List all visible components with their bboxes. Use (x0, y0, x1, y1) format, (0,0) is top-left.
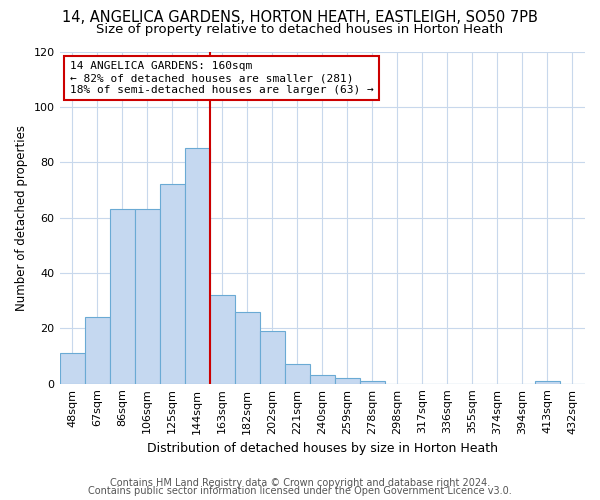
Text: 14 ANGELICA GARDENS: 160sqm
← 82% of detached houses are smaller (281)
18% of se: 14 ANGELICA GARDENS: 160sqm ← 82% of det… (70, 62, 374, 94)
Text: 14, ANGELICA GARDENS, HORTON HEATH, EASTLEIGH, SO50 7PB: 14, ANGELICA GARDENS, HORTON HEATH, EAST… (62, 10, 538, 25)
Bar (134, 210, 160, 384)
Bar (185, 148, 209, 384)
Bar (209, 295, 235, 384)
Bar (360, 381, 385, 384)
Bar (160, 184, 185, 384)
Y-axis label: Number of detached properties: Number of detached properties (15, 124, 28, 310)
Text: Contains public sector information licensed under the Open Government Licence v3: Contains public sector information licen… (88, 486, 512, 496)
Bar (85, 317, 110, 384)
Bar (235, 312, 260, 384)
Bar (59, 353, 85, 384)
Bar (535, 381, 560, 384)
X-axis label: Distribution of detached houses by size in Horton Heath: Distribution of detached houses by size … (147, 442, 498, 455)
Bar (260, 331, 285, 384)
Text: Size of property relative to detached houses in Horton Heath: Size of property relative to detached ho… (97, 22, 503, 36)
Text: Contains HM Land Registry data © Crown copyright and database right 2024.: Contains HM Land Registry data © Crown c… (110, 478, 490, 488)
Bar (310, 376, 335, 384)
Bar (285, 364, 310, 384)
Bar (110, 210, 134, 384)
Bar (335, 378, 360, 384)
